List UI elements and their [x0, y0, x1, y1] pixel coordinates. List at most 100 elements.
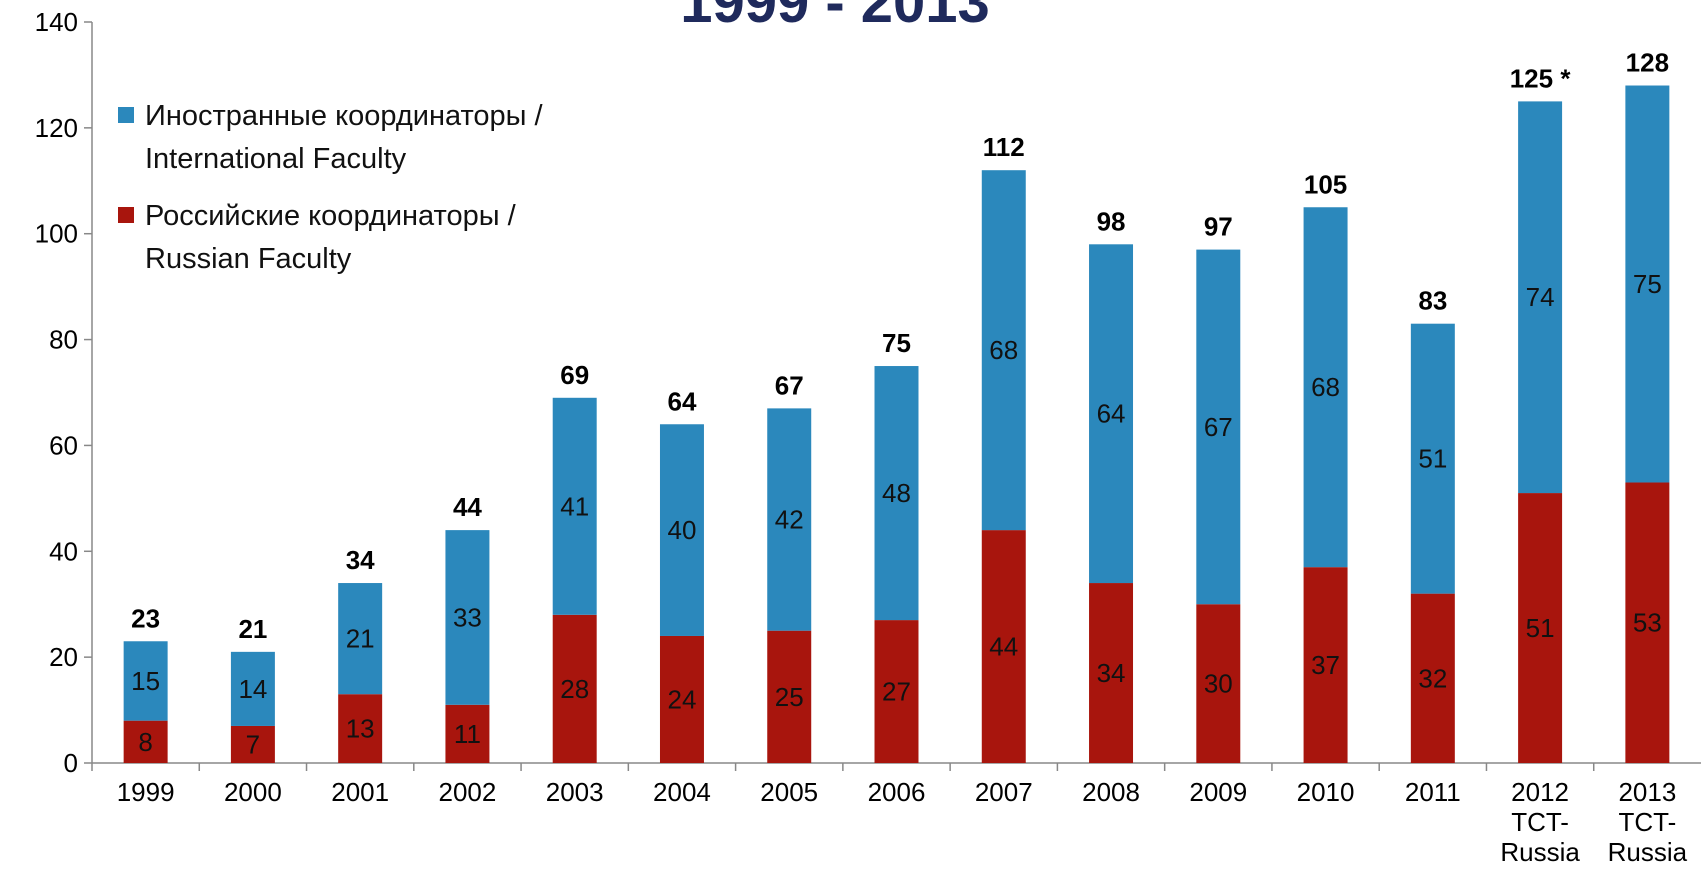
value-label: 74	[1526, 282, 1555, 312]
bar-segment	[1089, 244, 1134, 584]
x-tick-label: 2004	[653, 777, 711, 807]
bar-segment	[659, 635, 704, 763]
total-label: 23	[131, 603, 160, 633]
total-label: 128	[1626, 48, 1669, 78]
bar-segment	[1303, 207, 1348, 568]
x-tick-label: 2006	[868, 777, 926, 807]
legend-label-line: Иностранные координаторы /	[145, 100, 544, 132]
legend-swatch	[118, 207, 134, 223]
x-tick-label-line: TCT-	[1511, 807, 1569, 837]
x-tick-label: 2003	[546, 777, 604, 807]
value-label: 67	[1204, 412, 1233, 442]
total-label: 21	[238, 614, 267, 644]
legend-swatch	[118, 107, 134, 123]
x-tick-label: 2002	[439, 777, 497, 807]
value-label: 44	[989, 632, 1018, 662]
value-label: 53	[1633, 608, 1662, 638]
value-label: 51	[1418, 444, 1447, 474]
bar-segment	[1303, 567, 1348, 763]
x-tick-label: 2001	[331, 777, 389, 807]
total-label: 67	[775, 370, 804, 400]
total-label: 98	[1097, 206, 1126, 236]
bar-segment	[230, 725, 275, 763]
total-label: 83	[1418, 286, 1447, 316]
bar-segment	[1625, 482, 1670, 763]
legend-label-line: Russian Faculty	[145, 243, 352, 275]
bar-segment	[1196, 604, 1241, 763]
total-label: 125 *	[1510, 63, 1572, 93]
chart-title: 1999 - 2013	[680, 0, 990, 35]
value-label: 68	[1311, 372, 1340, 402]
bar-segment	[123, 720, 168, 763]
value-label: 33	[453, 602, 482, 632]
legend-label: Иностранные координаторы / International …	[145, 100, 544, 175]
bar-segment	[874, 366, 919, 621]
value-label: 64	[1097, 399, 1126, 429]
total-label: 112	[983, 132, 1025, 162]
value-label: 75	[1633, 269, 1662, 299]
y-tick-label: 120	[35, 113, 78, 143]
value-label: 68	[989, 335, 1018, 365]
y-tick-label: 140	[35, 7, 78, 37]
bar-segment	[1410, 323, 1455, 594]
total-label: 75	[882, 328, 911, 358]
bar-segment	[767, 408, 812, 631]
bar-segment	[874, 620, 919, 763]
y-tick-label: 0	[64, 748, 78, 778]
value-label: 14	[238, 674, 267, 704]
value-label: 15	[131, 666, 160, 696]
bar-segment	[445, 704, 490, 763]
value-label: 13	[346, 714, 375, 744]
bar-segment	[445, 530, 490, 705]
value-label: 21	[346, 624, 375, 654]
bar-segment	[338, 694, 383, 763]
total-label: 64	[668, 386, 697, 416]
value-label: 40	[668, 515, 697, 545]
value-label: 24	[668, 684, 697, 714]
x-tick-label: 2008	[1082, 777, 1140, 807]
value-label: 11	[454, 719, 481, 749]
legend-label: Российские координаторы / Russian Faculty	[145, 200, 517, 275]
x-tick-label: 2010	[1297, 777, 1355, 807]
x-tick-label-line: Russia	[1500, 837, 1580, 867]
value-label: 8	[138, 727, 152, 757]
value-label: 34	[1097, 658, 1126, 688]
y-tick-label: 60	[49, 430, 78, 460]
x-tick-label-line: TCT-	[1618, 807, 1676, 837]
value-label: 25	[775, 682, 804, 712]
value-label: 27	[882, 677, 911, 707]
y-tick-label: 40	[49, 536, 78, 566]
value-label: 37	[1311, 650, 1340, 680]
x-tick-label: 2007	[975, 777, 1033, 807]
x-tick-label-line: 2013	[1618, 777, 1676, 807]
bar-segment	[1625, 85, 1670, 483]
bar-segment	[338, 583, 383, 695]
bar-segment	[123, 641, 168, 721]
x-tick-label-line: Russia	[1608, 837, 1688, 867]
y-tick-label: 80	[49, 325, 78, 355]
bar-segment	[767, 630, 812, 763]
legend-label-line: International Faculty	[145, 143, 407, 175]
x-tick-label: 2005	[760, 777, 818, 807]
value-label: 42	[775, 505, 804, 535]
total-label: 44	[453, 492, 482, 522]
value-label: 28	[560, 674, 589, 704]
value-label: 41	[560, 491, 589, 521]
y-tick-label: 100	[35, 219, 78, 249]
bar-segment	[552, 397, 597, 615]
total-label: 105	[1304, 169, 1347, 199]
x-tick-label: 2000	[224, 777, 282, 807]
x-tick-label: 2012 TCT-Russia	[1500, 777, 1580, 867]
bar-segment	[981, 530, 1026, 763]
bar-segment	[230, 651, 275, 726]
bar-segment	[1518, 493, 1563, 763]
y-tick-label: 20	[49, 642, 78, 672]
value-label: 7	[246, 729, 260, 759]
total-label: 97	[1204, 212, 1233, 242]
value-label: 30	[1204, 669, 1233, 699]
bar-segment	[659, 424, 704, 636]
bar-segment	[1518, 101, 1563, 494]
bar-segment	[1410, 593, 1455, 763]
x-tick-label: 2011	[1405, 777, 1461, 807]
